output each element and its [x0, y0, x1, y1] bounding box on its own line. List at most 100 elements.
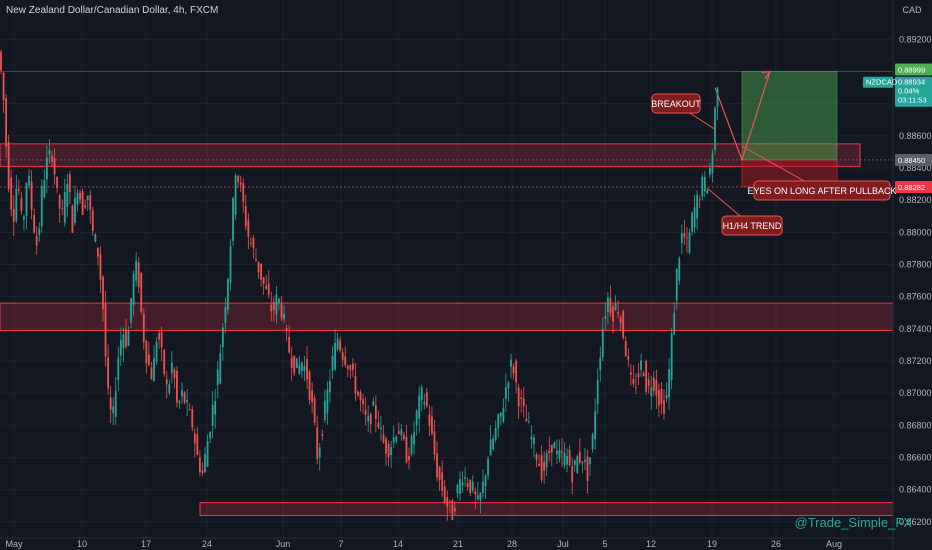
- candle-body: [25, 183, 28, 216]
- stop-price-tag-bg: [895, 180, 932, 193]
- candle-body: [522, 398, 525, 406]
- candle-body: [431, 416, 433, 434]
- candle-body: [357, 391, 359, 396]
- candle-body: [301, 362, 303, 371]
- candle-body: [423, 402, 426, 405]
- candle-body: [609, 298, 612, 314]
- candle-body: [650, 387, 653, 397]
- candle-body: [224, 307, 227, 324]
- y-tick-label: 0.86400: [899, 485, 932, 495]
- candle-body: [658, 389, 660, 406]
- candle-body: [265, 285, 268, 289]
- candle-body: [711, 153, 714, 174]
- candle-body: [10, 177, 13, 210]
- candle-body: [507, 382, 510, 389]
- candle-body: [336, 338, 339, 350]
- candle-body: [188, 409, 191, 411]
- candle-body: [209, 432, 211, 439]
- candle-body: [446, 497, 449, 507]
- candle-body: [568, 450, 571, 466]
- candle-body: [545, 453, 548, 468]
- candle-body: [23, 216, 25, 220]
- candle-body: [43, 180, 46, 198]
- candle-body: [40, 185, 43, 227]
- candle-body: [199, 457, 201, 473]
- chart-title: New Zealand Dollar/Canadian Dollar, 4h, …: [6, 5, 218, 16]
- candle-body: [680, 233, 683, 244]
- candle-body: [670, 333, 673, 381]
- candle-body: [122, 334, 125, 348]
- y-tick-label: 0.88400: [899, 163, 932, 173]
- candle-body: [63, 192, 66, 223]
- candle-body: [285, 328, 288, 331]
- candle-body: [109, 397, 112, 410]
- candle-body: [12, 208, 15, 222]
- candle-body: [61, 208, 64, 209]
- x-tick-label: 5: [602, 539, 607, 549]
- candle-body: [410, 436, 413, 454]
- candle-body: [594, 411, 597, 440]
- candle-body: [94, 234, 97, 242]
- candle-body: [280, 303, 283, 318]
- candle-body: [125, 328, 127, 347]
- candle-body: [7, 141, 10, 190]
- x-tick-label: Aug: [826, 539, 842, 549]
- candle-body: [97, 247, 99, 257]
- last-price-tag-bg: [895, 76, 932, 107]
- candle-body: [303, 366, 306, 372]
- candle-body: [686, 237, 688, 239]
- candle-body: [586, 456, 589, 481]
- candle-body: [709, 167, 711, 175]
- candle-body: [701, 176, 704, 197]
- last-price-countdown: 03:11:53: [898, 96, 927, 105]
- candle-body: [311, 390, 313, 403]
- candle-body: [186, 400, 189, 403]
- candle-body: [637, 373, 640, 378]
- annotation-breakout-box: [651, 93, 701, 114]
- x-tick-label: 10: [77, 539, 87, 549]
- candle-body: [46, 157, 48, 180]
- candle-body: [581, 461, 584, 464]
- candle-body: [313, 398, 316, 423]
- candle-body: [84, 205, 87, 208]
- candle-body: [362, 399, 364, 405]
- candle-body: [428, 414, 431, 426]
- candle-body: [181, 389, 183, 397]
- candle-body: [420, 387, 423, 401]
- candle-body: [382, 434, 385, 443]
- candle-body: [632, 378, 635, 384]
- candle-body: [489, 439, 492, 456]
- candle-body: [318, 447, 321, 458]
- currency-label: CAD: [902, 5, 922, 15]
- candle-body: [543, 461, 546, 471]
- candle-body: [163, 350, 166, 375]
- y-tick-label: 0.88000: [899, 227, 932, 237]
- candle-body: [515, 360, 517, 383]
- candle-body: [255, 259, 257, 261]
- candle-body: [346, 365, 349, 369]
- candle-body: [247, 219, 250, 237]
- candle-body: [135, 260, 138, 281]
- candle-body: [617, 312, 619, 315]
- candle-body: [387, 444, 390, 458]
- candle-body: [512, 366, 515, 374]
- candle-body: [673, 312, 676, 335]
- candle-body: [242, 183, 245, 203]
- candle-body: [698, 199, 701, 201]
- candle-body: [433, 431, 436, 455]
- candle-body: [308, 371, 311, 401]
- candle-body: [323, 400, 326, 421]
- resistance-support-zone: [0, 302, 894, 331]
- watermark: @Trade_Simple_FX: [795, 515, 913, 530]
- candle-body: [561, 451, 563, 453]
- candle-body: [56, 176, 58, 188]
- candle-body: [170, 362, 173, 374]
- candle-body: [295, 358, 298, 368]
- candle-body: [17, 189, 20, 191]
- x-tick-label: 21: [453, 539, 463, 549]
- x-tick-label: 7: [338, 539, 343, 549]
- candle-body: [68, 174, 71, 193]
- candle-body: [15, 188, 18, 221]
- candle-body: [367, 415, 370, 422]
